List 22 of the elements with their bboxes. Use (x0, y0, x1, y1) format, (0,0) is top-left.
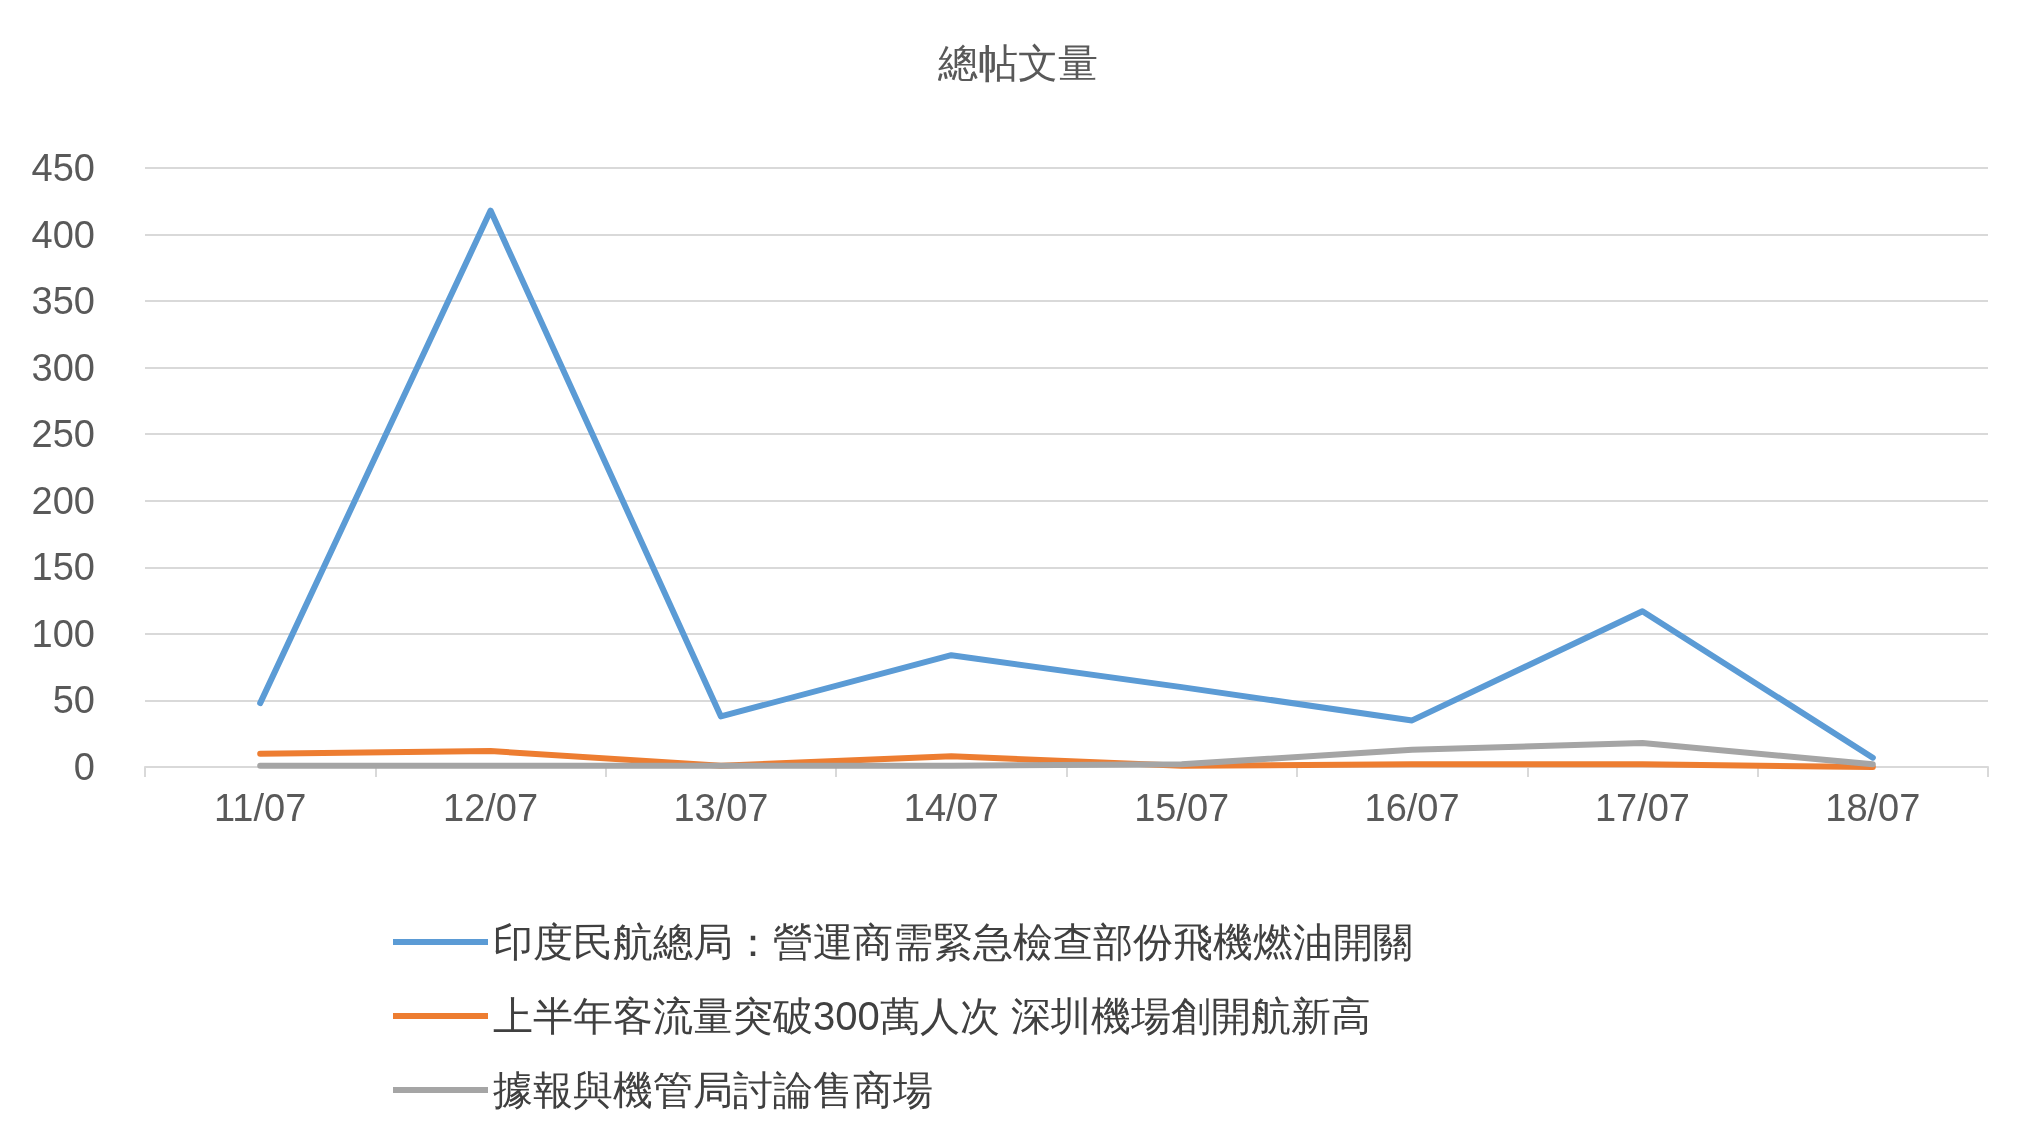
y-tick-label: 450 (31, 147, 95, 189)
legend-label: 印度民航總局：營運商需緊急檢查部份飛機燃油開關 (493, 920, 1413, 964)
y-tick-label: 300 (31, 346, 95, 389)
y-tick-label: 400 (31, 213, 95, 256)
x-tick-label: 12/07 (443, 787, 539, 829)
y-tick-label: 0 (73, 746, 95, 788)
chart-title: 總帖文量 (937, 41, 1098, 85)
y-tick-label: 100 (31, 612, 95, 655)
legend-label: 據報與機管局討論售商場 (493, 1068, 933, 1112)
x-tick-label: 17/07 (1594, 787, 1690, 829)
x-tick-label: 14/07 (903, 787, 999, 829)
x-tick-label: 16/07 (1364, 787, 1460, 829)
x-tick-label: 15/07 (1134, 787, 1230, 829)
y-tick-label: 50 (52, 679, 95, 722)
x-tick-label: 11/07 (214, 787, 307, 829)
x-tick-label: 13/07 (673, 787, 769, 829)
x-tick-label: 18/07 (1825, 787, 1921, 829)
y-tick-label: 150 (31, 546, 95, 589)
legend-label: 上半年客流量突破300萬人次 深圳機場創開航新高 (493, 994, 1371, 1038)
y-tick-label: 200 (31, 479, 95, 522)
y-tick-label: 350 (31, 280, 95, 323)
y-tick-label: 250 (31, 413, 95, 456)
